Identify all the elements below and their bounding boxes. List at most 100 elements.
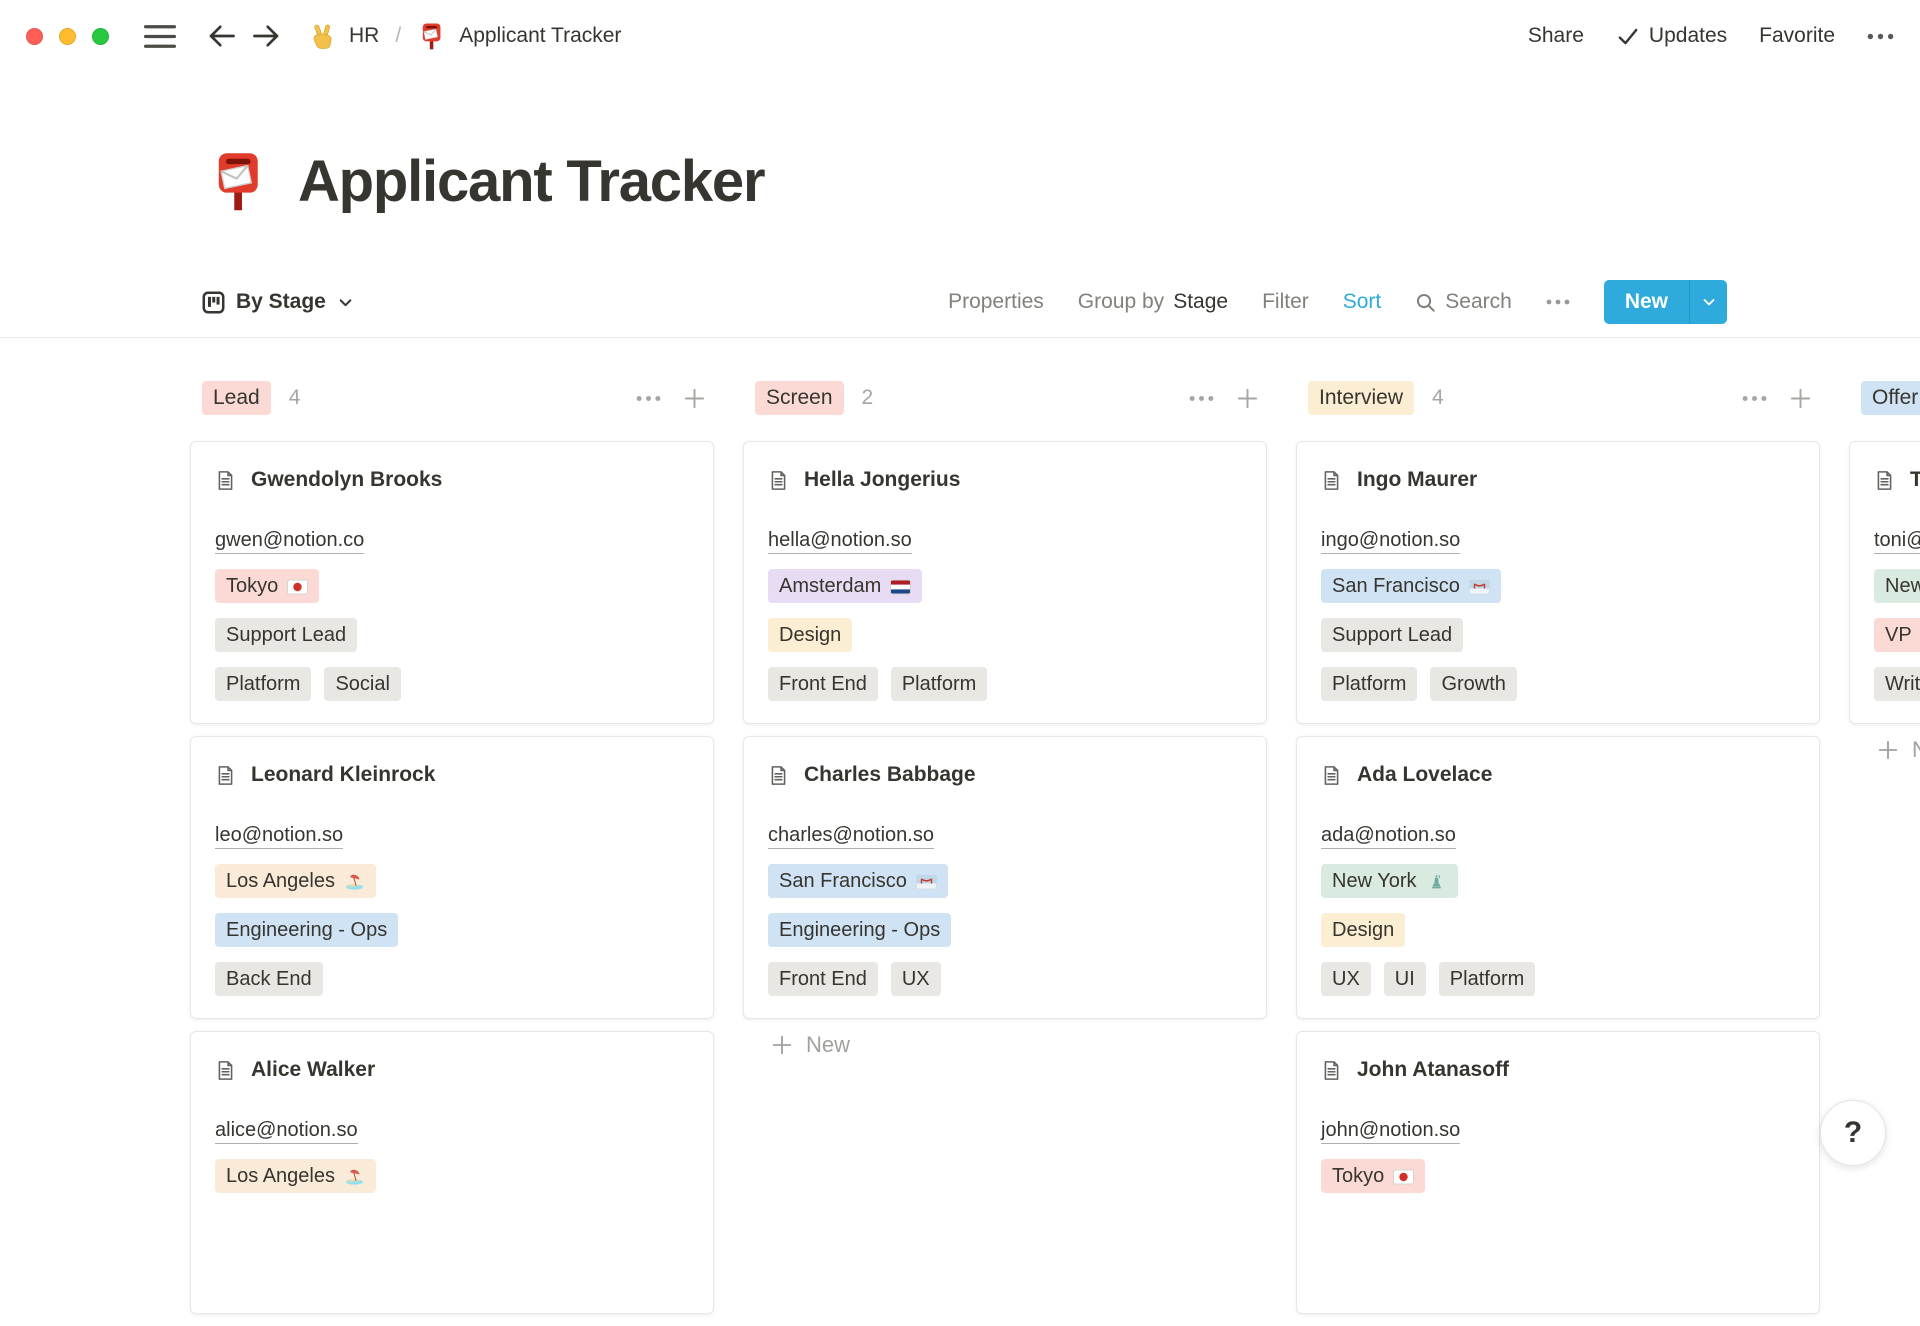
board-view-icon	[202, 291, 225, 314]
postbox-icon	[417, 22, 446, 51]
updates-label: Updates	[1648, 24, 1728, 47]
column-count: 2	[861, 386, 874, 409]
filter-button[interactable]: Filter	[1262, 290, 1309, 313]
column-status-pill[interactable]: Offer	[1861, 381, 1920, 415]
page-doc-icon	[768, 470, 789, 491]
close-window-button[interactable]	[26, 27, 43, 45]
applicant-card[interactable]: Hella Jongerius hella@notion.so Amsterdam D…	[743, 441, 1267, 724]
back-arrow-icon[interactable]	[207, 23, 237, 49]
applicant-email-link[interactable]: alice@notion.so	[215, 1117, 358, 1144]
tag-row: New	[1874, 569, 1920, 603]
page-header: Applicant Tracker	[206, 146, 766, 218]
applicant-name: Alice Walker	[251, 1058, 376, 1081]
column-status-pill[interactable]: Screen	[755, 381, 844, 415]
board-column-interview: Interview 4 Ingo Maurer ingo@notion.so San F…	[1296, 380, 1820, 1326]
applicant-card[interactable]: Ada Lovelace ada@notion.so New York Design U…	[1296, 736, 1820, 1019]
column-count: 4	[288, 386, 301, 409]
tag-ux: UX	[890, 962, 941, 996]
applicant-card[interactable]: Charles Babbage charles@notion.so San Fran…	[743, 736, 1267, 1019]
forward-arrow-icon[interactable]	[251, 23, 281, 49]
column-header: Offer	[1849, 380, 1920, 416]
applicant-name: John Atanasoff	[1357, 1058, 1510, 1081]
column-more-icon[interactable]	[1189, 394, 1214, 403]
tag-row: Platform Growth	[1321, 667, 1795, 701]
new-button-divider	[1689, 280, 1690, 324]
bridge-icon	[1469, 579, 1490, 595]
tag-writ: Writ	[1874, 667, 1920, 701]
applicant-name: Ada Lovelace	[1357, 763, 1493, 786]
page-doc-icon	[1321, 1060, 1342, 1081]
column-more-icon[interactable]	[1742, 394, 1767, 403]
page-doc-icon	[215, 470, 236, 491]
tag-platform: Platform	[215, 667, 312, 701]
tag-support-lead: Support Lead	[1321, 618, 1464, 652]
column-status-pill[interactable]: Interview	[1308, 381, 1415, 415]
new-button-chevron[interactable]	[1690, 280, 1727, 324]
group-by-button[interactable]: Group by Stage	[1078, 290, 1228, 314]
add-card-button[interactable]: New	[743, 1032, 1267, 1058]
applicant-email-link[interactable]: charles@notion.so	[768, 822, 934, 849]
tag-new-york: New York	[1321, 864, 1458, 898]
hamburger-icon[interactable]	[143, 24, 177, 49]
properties-button[interactable]: Properties	[948, 290, 1044, 313]
applicant-email-link[interactable]: john@notion.so	[1321, 1117, 1461, 1144]
more-options-icon[interactable]	[1867, 32, 1894, 41]
column-add-icon[interactable]	[1789, 387, 1812, 410]
tag-row: New York	[1321, 864, 1795, 898]
tag-front-end: Front End	[768, 962, 878, 996]
minimize-window-button[interactable]	[59, 27, 76, 45]
check-icon	[1616, 24, 1640, 48]
column-add-icon[interactable]	[683, 387, 706, 410]
postbox-icon	[206, 150, 270, 214]
applicant-card[interactable]: John Atanasoff john@notion.so Tokyo	[1296, 1031, 1820, 1314]
updates-button[interactable]: Updates	[1616, 24, 1727, 48]
page-title[interactable]: Applicant Tracker	[298, 149, 766, 214]
tag-social: Social	[324, 667, 401, 701]
help-button[interactable]: ?	[1820, 1100, 1886, 1166]
search-button[interactable]: Search	[1415, 290, 1512, 314]
applicant-email-link[interactable]: leo@notion.so	[215, 822, 344, 849]
column-add-icon[interactable]	[1236, 387, 1259, 410]
new-button[interactable]: New	[1603, 280, 1727, 324]
applicant-email-link[interactable]: ingo@notion.so	[1321, 527, 1461, 554]
tag-row: Front End Platform	[768, 667, 1242, 701]
sort-button[interactable]: Sort	[1342, 290, 1382, 313]
applicant-email-link[interactable]: gwen@notion.co	[215, 527, 365, 554]
plus-icon	[1877, 739, 1899, 761]
search-icon	[1415, 292, 1436, 313]
tag-engineering-ops: Engineering - Ops	[215, 913, 399, 947]
hand-victory-icon	[309, 23, 336, 50]
applicant-card[interactable]: Ingo Maurer ingo@notion.so San Francisco Su…	[1296, 441, 1820, 724]
column-actions	[1189, 387, 1267, 410]
breadcrumb-workspace[interactable]: HR	[349, 24, 380, 47]
tag-platform: Platform	[1438, 962, 1536, 996]
column-status-pill[interactable]: Lead	[202, 381, 271, 415]
tag-back-end: Back End	[215, 962, 323, 996]
tag-platform: Platform	[1321, 667, 1418, 701]
tag-row: Los Angeles	[215, 1159, 689, 1193]
applicant-card[interactable]: Alice Walker alice@notion.so Los Angeles	[190, 1031, 714, 1314]
zoom-window-button[interactable]	[92, 27, 109, 45]
breadcrumb-page[interactable]: Applicant Tracker	[459, 24, 622, 47]
new-button-label[interactable]: New	[1624, 290, 1668, 313]
applicant-email-link[interactable]: ada@notion.so	[1321, 822, 1456, 849]
toolbar-actions: Properties Group by Stage Filter Sort Se…	[948, 280, 1727, 324]
applicant-email-link[interactable]: hella@notion.so	[768, 527, 912, 554]
tag-support-lead: Support Lead	[215, 618, 358, 652]
column-more-icon[interactable]	[636, 394, 661, 403]
page-doc-icon	[1321, 470, 1342, 491]
plus-icon	[771, 1034, 793, 1056]
add-card-button[interactable]: New	[1849, 737, 1920, 763]
applicant-name: Leonard Kleinrock	[251, 763, 436, 786]
view-switcher[interactable]: By Stage	[202, 290, 354, 314]
favorite-button[interactable]: Favorite	[1759, 24, 1835, 47]
traffic-lights	[26, 27, 109, 45]
tag-row: Platform Social	[215, 667, 689, 701]
toolbar-more-icon[interactable]	[1546, 298, 1570, 306]
share-button[interactable]: Share	[1527, 24, 1584, 47]
applicant-card[interactable]: Leonard Kleinrock leo@notion.so Los Angele…	[190, 736, 714, 1019]
applicant-card[interactable]: Gwendolyn Brooks gwen@notion.co Tokyo Suppo…	[190, 441, 714, 724]
window-titlebar: HR / Applicant Tracker Share Updates Fav…	[0, 0, 1920, 72]
applicant-email-link[interactable]: toni@	[1874, 527, 1920, 554]
